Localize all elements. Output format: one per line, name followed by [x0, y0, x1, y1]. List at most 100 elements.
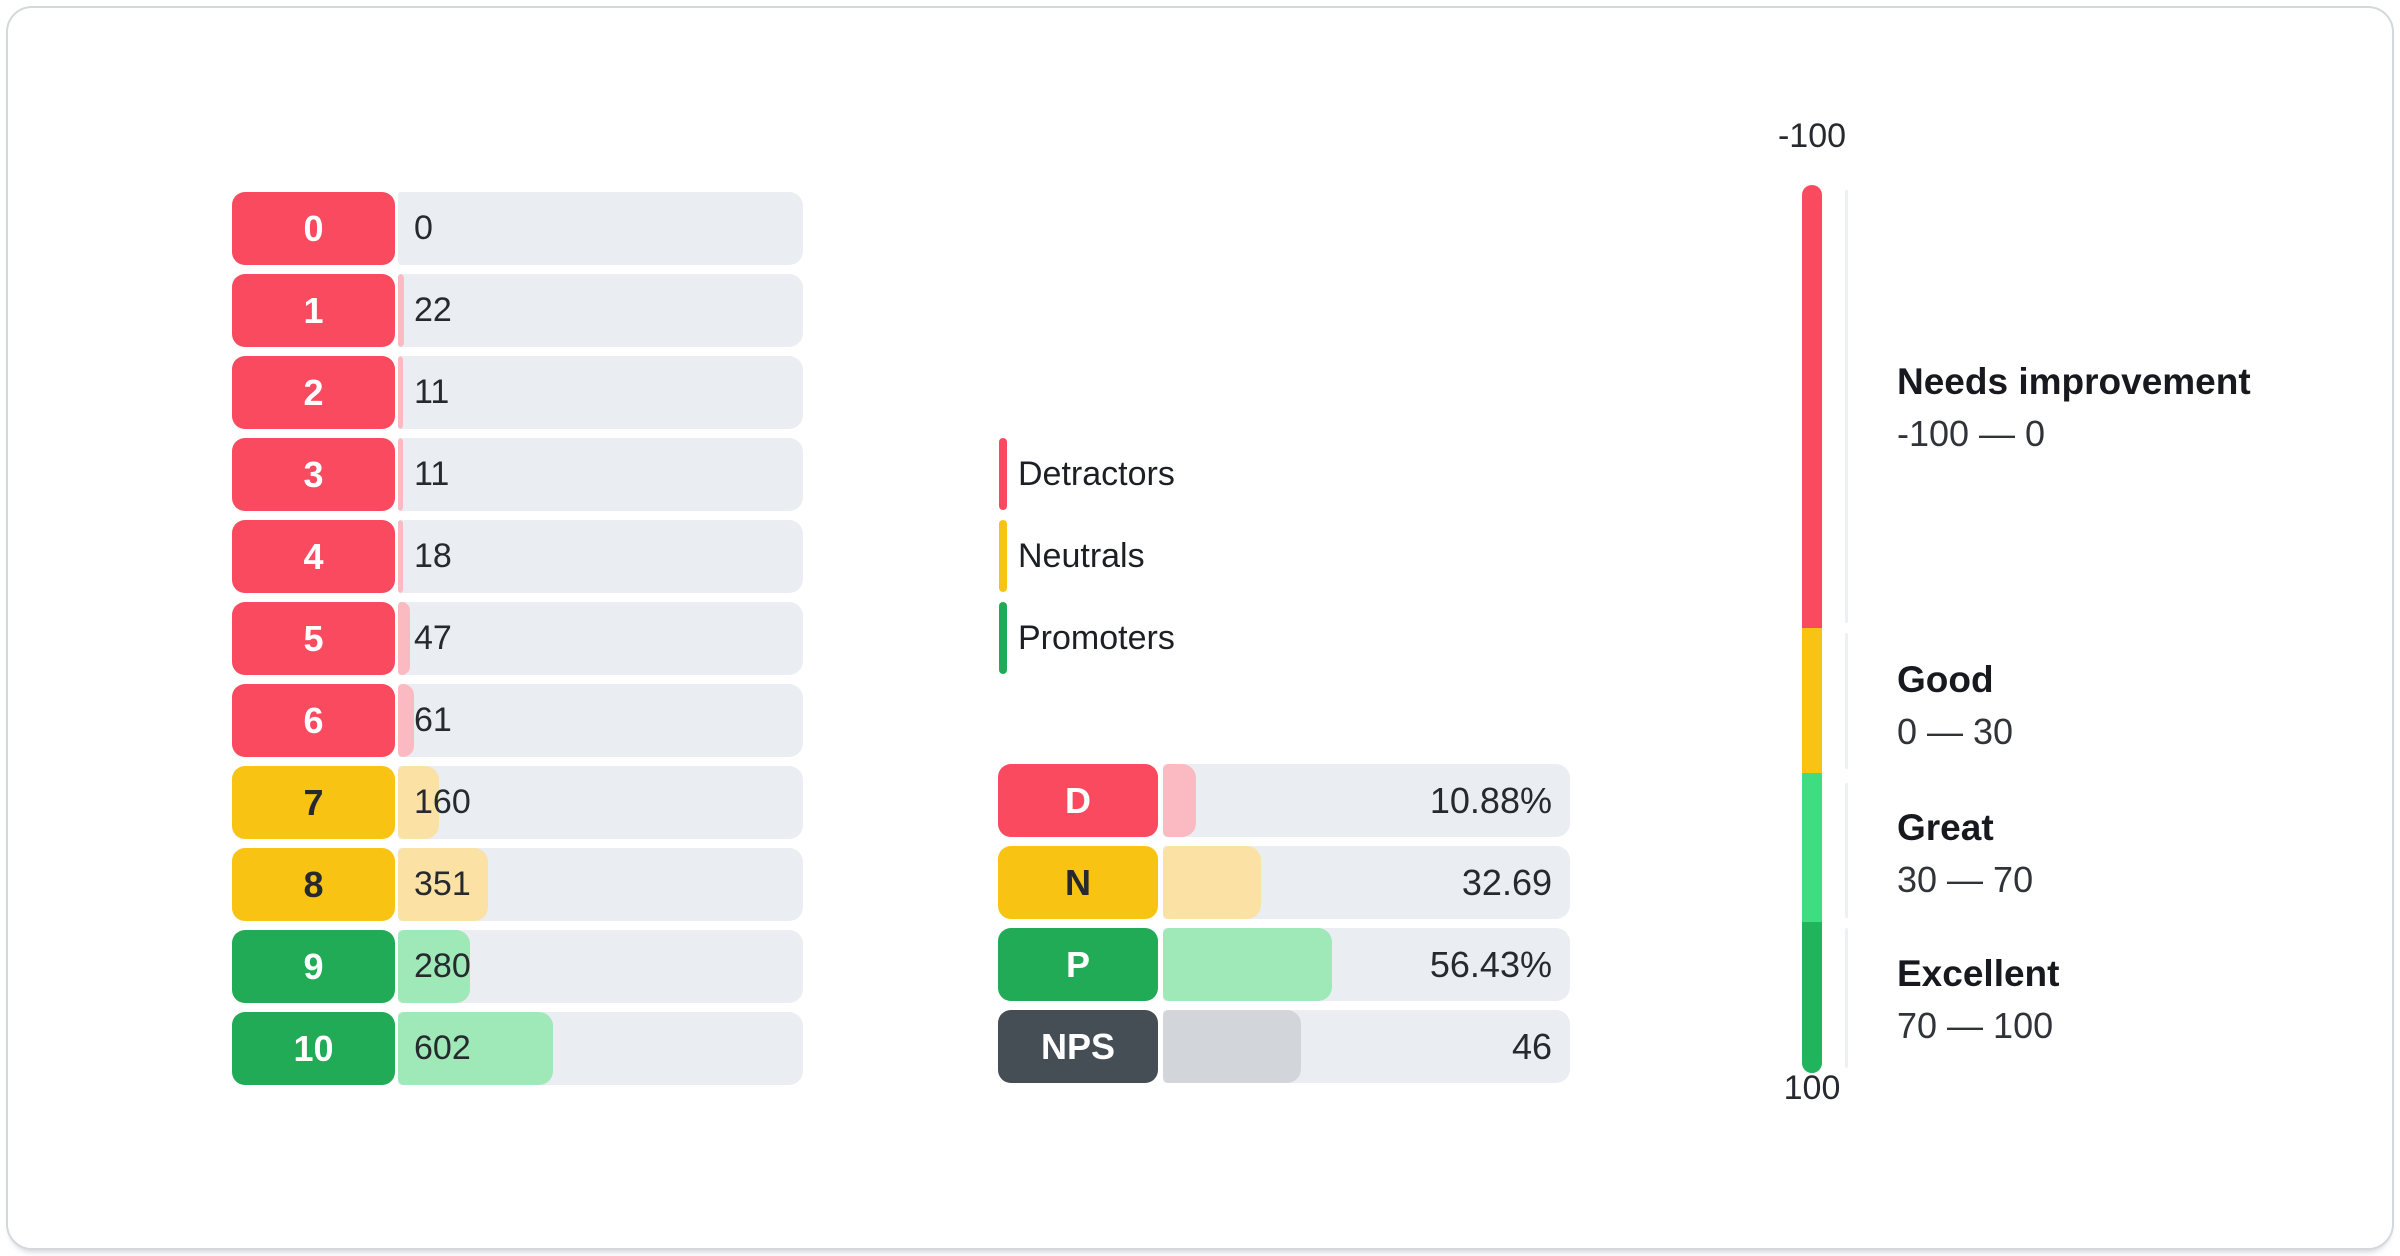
score-fill — [398, 684, 414, 757]
gauge-segment-excellent — [1802, 922, 1822, 1073]
score-track — [398, 438, 803, 511]
score-label-pill: 4 — [232, 520, 395, 593]
legend-item-detractor: Detractors — [999, 438, 1175, 510]
gauge-zone-text: Excellent 70 — 100 — [1897, 948, 2059, 1052]
gauge-segment-neutral — [1802, 628, 1822, 773]
legend-label: Promoters — [1018, 618, 1175, 657]
score-row: 2 11 — [232, 356, 803, 429]
score-fill — [398, 356, 403, 429]
score-count: 351 — [414, 865, 471, 903]
gauge-segment-detractor — [1802, 185, 1822, 628]
score-count: 11 — [414, 373, 450, 411]
gauge-zone-range: 70 — 100 — [1897, 1005, 2054, 1046]
score-fill — [398, 274, 404, 347]
gauge-zone-title: Great — [1897, 807, 1994, 848]
score-label-pill: 8 — [232, 848, 395, 921]
score-count: 18 — [414, 537, 452, 575]
gauge-segment-great — [1802, 773, 1822, 922]
score-count: 280 — [414, 947, 471, 985]
score-count: 160 — [414, 783, 471, 821]
score-row: 9 280 — [232, 930, 803, 1003]
score-label-pill: 0 — [232, 192, 395, 265]
score-row: 4 18 — [232, 520, 803, 593]
summary-label-pill: NPS — [998, 1010, 1158, 1083]
score-count: 0 — [414, 209, 433, 247]
score-label-pill: 6 — [232, 684, 395, 757]
score-label-pill: 5 — [232, 602, 395, 675]
score-row: 10 602 — [232, 1012, 803, 1085]
legend-label: Detractors — [1018, 454, 1175, 493]
legend-color-bar — [999, 602, 1007, 674]
score-fill — [398, 848, 488, 921]
summary-label-pill: N — [998, 846, 1158, 919]
score-row: 6 61 — [232, 684, 803, 757]
score-label-pill: 3 — [232, 438, 395, 511]
summary-value: 10.88% — [1429, 779, 1552, 821]
score-count: 61 — [414, 701, 452, 739]
score-count: 602 — [414, 1029, 471, 1067]
score-count: 47 — [414, 619, 452, 657]
score-fill — [398, 602, 410, 675]
score-label-pill: 9 — [232, 930, 395, 1003]
score-track — [398, 356, 803, 429]
score-row: 5 47 — [232, 602, 803, 675]
gauge-line-segment — [1845, 783, 1848, 918]
score-fill — [398, 930, 470, 1003]
summary-track — [1163, 1010, 1570, 1083]
summary-row: NPS 46 — [998, 1010, 1570, 1083]
score-row: 1 22 — [232, 274, 803, 347]
score-track — [398, 192, 803, 265]
score-track — [398, 274, 803, 347]
score-track — [398, 1012, 803, 1085]
gauge-zone-range: 30 — 70 — [1897, 859, 2034, 900]
summary-row: P 56.43% — [998, 928, 1570, 1001]
score-row: 3 11 — [232, 438, 803, 511]
legend-item-promoter: Promoters — [999, 602, 1175, 674]
gauge-zone-text: Needs improvement -100 — 0 — [1897, 356, 2251, 460]
summary-row: N 32.69 — [998, 846, 1570, 919]
gauge-zone-text: Great 30 — 70 — [1897, 802, 2033, 906]
summary-label-pill: D — [998, 764, 1158, 837]
score-label-pill: 7 — [232, 766, 395, 839]
score-track — [398, 684, 803, 757]
legend-item-neutral: Neutrals — [999, 520, 1145, 592]
score-row: 7 160 — [232, 766, 803, 839]
gauge-zone-title: Needs improvement — [1897, 361, 2251, 402]
legend-label: Neutrals — [1018, 536, 1145, 575]
gauge-zone-text: Good 0 — 30 — [1897, 654, 2013, 758]
summary-value: 56.43% — [1429, 943, 1552, 985]
gauge-line-segment — [1845, 190, 1848, 623]
legend-color-bar — [999, 520, 1007, 592]
summary-track — [1163, 928, 1570, 1001]
score-row: 8 351 — [232, 848, 803, 921]
gauge-zone-range: -100 — 0 — [1897, 413, 2046, 454]
legend-color-bar — [999, 438, 1007, 510]
score-fill — [398, 1012, 553, 1085]
summary-fill — [1163, 1010, 1301, 1083]
score-track — [398, 766, 803, 839]
summary-fill — [1163, 764, 1196, 837]
score-label-pill: 10 — [232, 1012, 395, 1085]
score-label-pill: 1 — [232, 274, 395, 347]
score-track — [398, 930, 803, 1003]
score-fill — [398, 438, 403, 511]
summary-fill — [1163, 846, 1261, 919]
score-track — [398, 602, 803, 675]
score-track — [398, 848, 803, 921]
summary-track — [1163, 846, 1570, 919]
summary-fill — [1163, 928, 1332, 1001]
gauge-bottom-label: 100 — [1783, 1069, 1841, 1107]
score-fill — [398, 766, 439, 839]
gauge-top-label: -100 — [1777, 117, 1847, 155]
score-count: 22 — [414, 291, 452, 329]
gauge-line-segment — [1845, 633, 1848, 769]
score-count: 11 — [414, 455, 450, 493]
gauge-line-segment — [1845, 928, 1848, 1068]
gauge-bar — [1802, 185, 1822, 1073]
summary-track — [1163, 764, 1570, 837]
summary-row: D 10.88% — [998, 764, 1570, 837]
gauge-zone-title: Excellent — [1897, 953, 2060, 994]
score-label-pill: 2 — [232, 356, 395, 429]
